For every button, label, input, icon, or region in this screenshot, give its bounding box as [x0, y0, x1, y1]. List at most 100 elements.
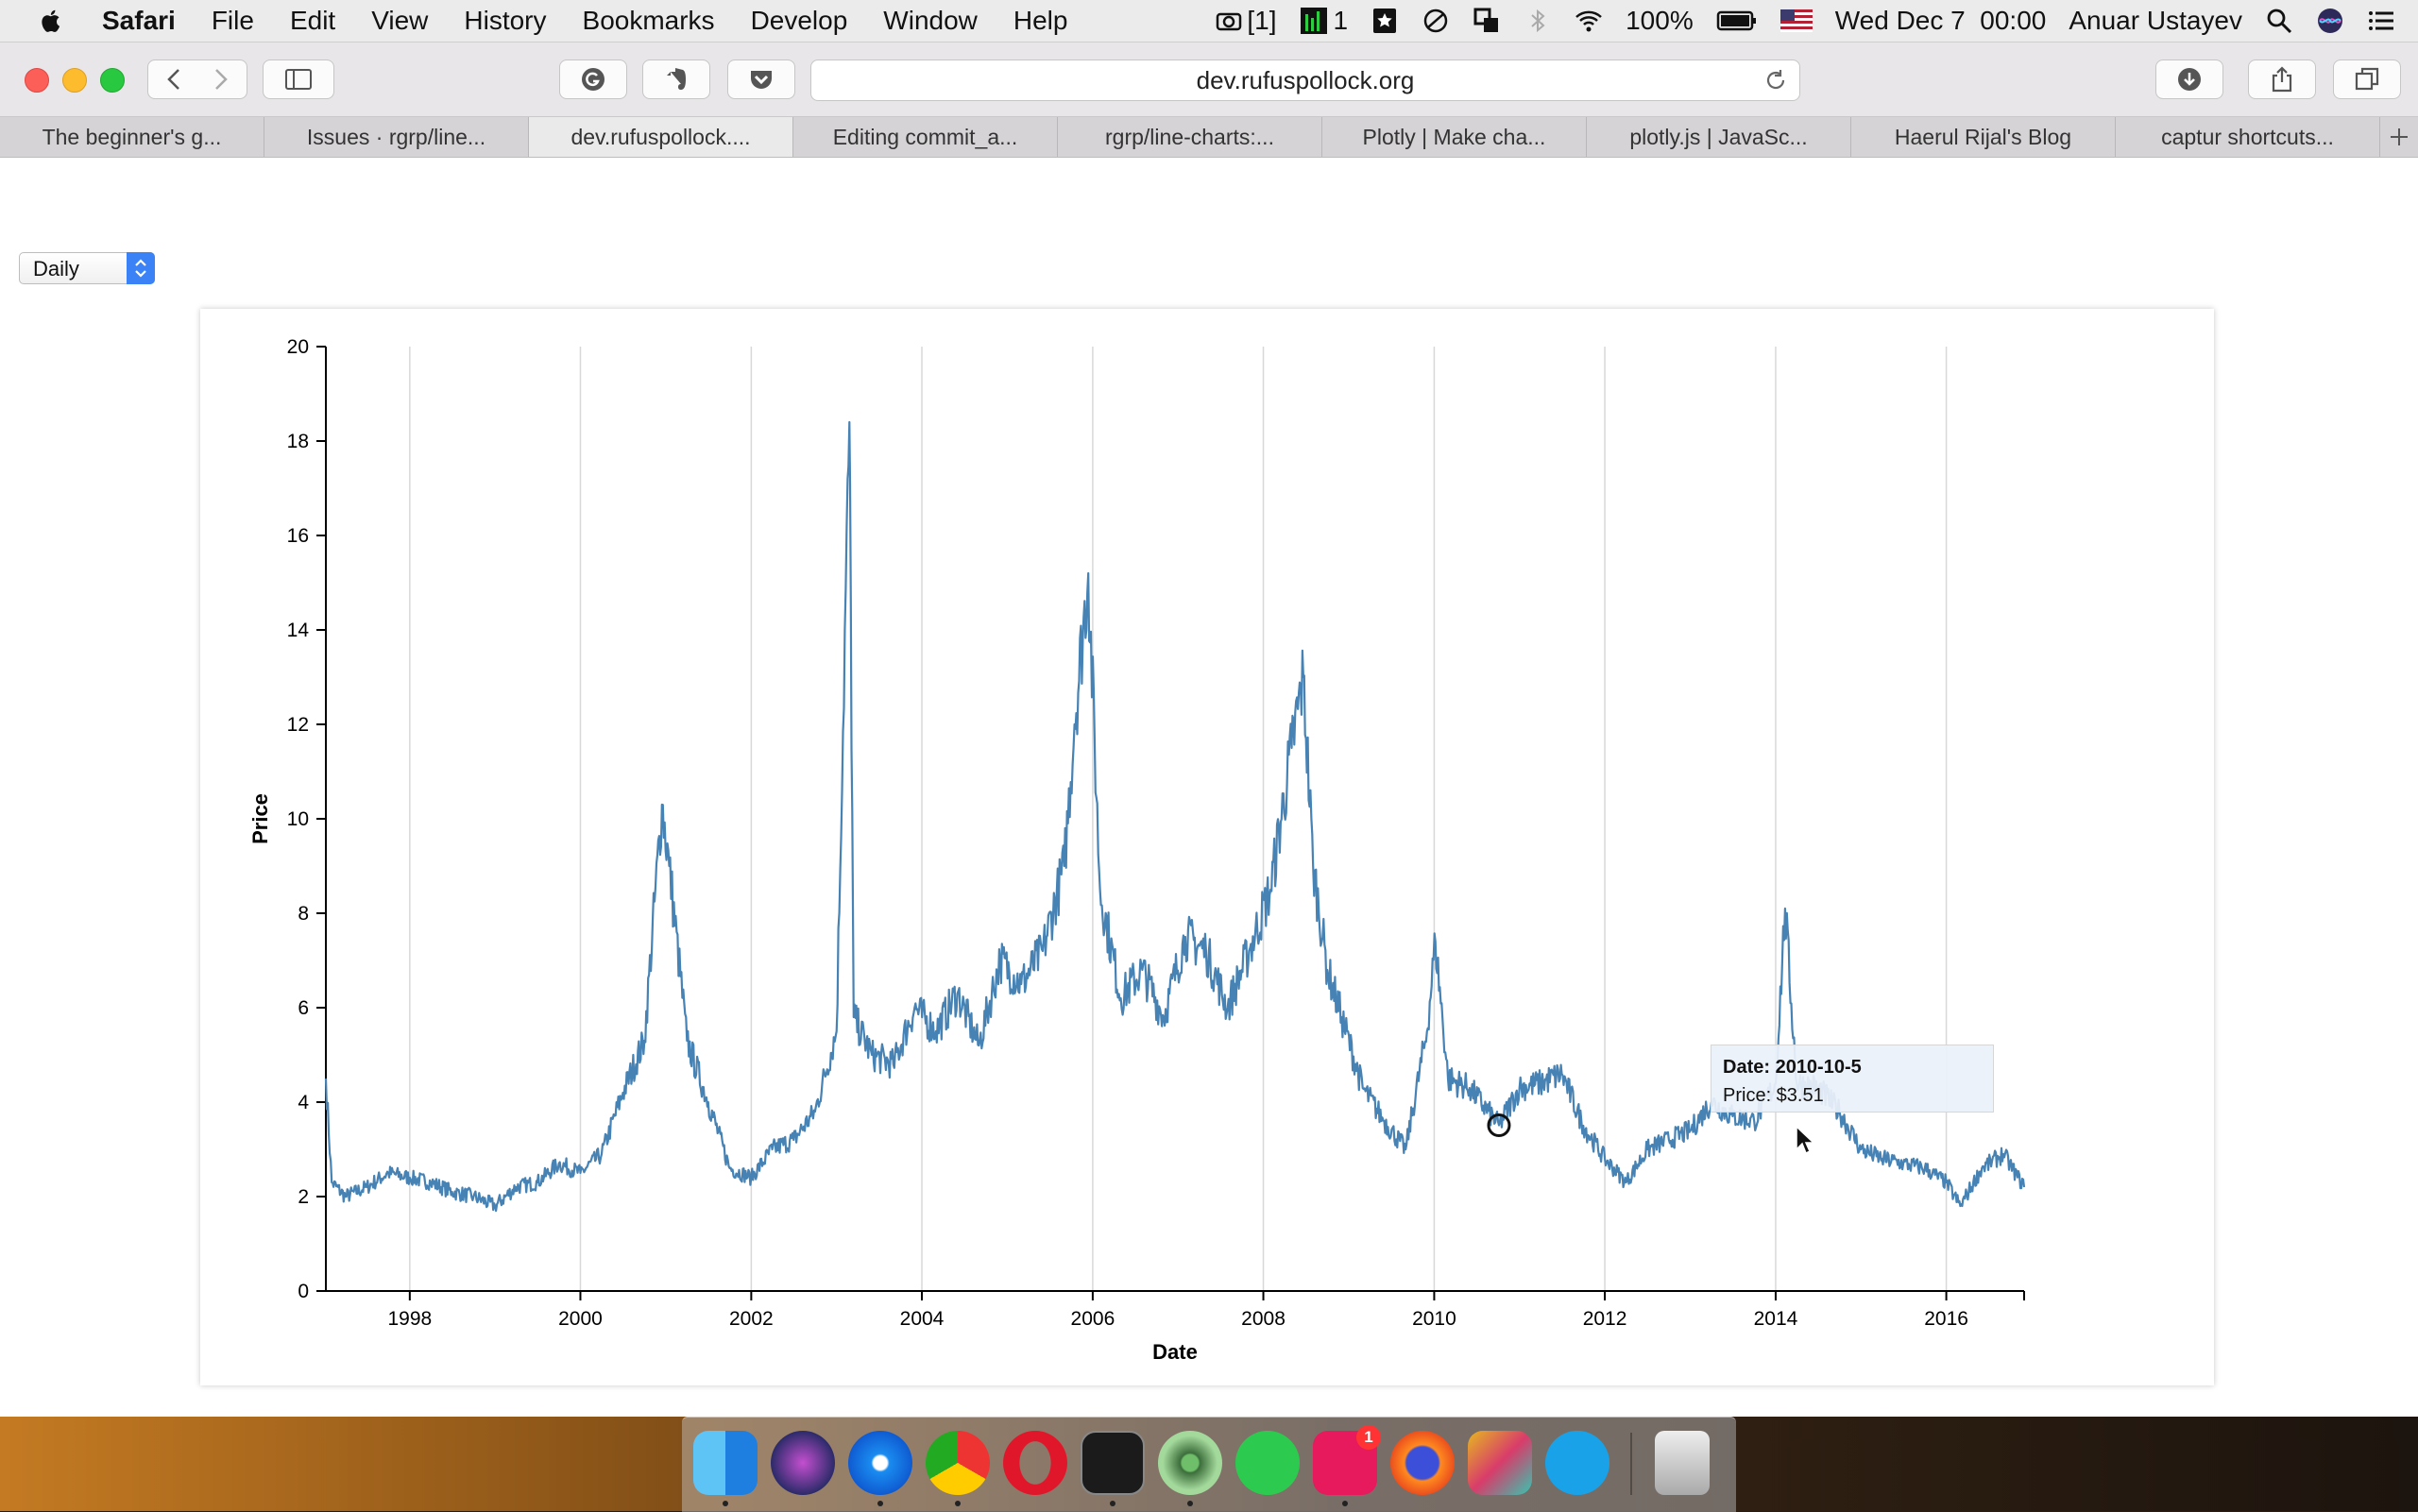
- y-tick-label: 14: [287, 620, 310, 641]
- x-tick-label: 1998: [387, 1308, 432, 1330]
- menu-bookmarks[interactable]: Bookmarks: [582, 6, 715, 35]
- siri-icon[interactable]: [2316, 7, 2344, 35]
- y-tick-label: 20: [287, 336, 309, 358]
- battery-icon[interactable]: [1716, 7, 1758, 35]
- atom-icon[interactable]: [1158, 1431, 1222, 1495]
- menu-window[interactable]: Window: [883, 6, 978, 35]
- cpu-counter: 1: [1333, 6, 1349, 35]
- safari-running-indicator: [877, 1501, 883, 1506]
- window-close-button[interactable]: [25, 68, 49, 93]
- new-tab-button[interactable]: [2380, 117, 2418, 157]
- battery-percent[interactable]: 100%: [1626, 6, 1694, 35]
- tab-editing-commit[interactable]: Editing commit_a...: [793, 117, 1058, 157]
- slides-icon[interactable]: [1468, 1431, 1532, 1495]
- skype-icon[interactable]: [1545, 1431, 1609, 1495]
- frequency-select[interactable]: Daily: [19, 252, 155, 284]
- atom-running-indicator: [1187, 1501, 1193, 1506]
- chevron-up-down-icon: [135, 259, 146, 278]
- forward-button[interactable]: [197, 62, 245, 96]
- spotlight-search-icon[interactable]: [2265, 7, 2293, 35]
- tab-captur-shortcuts[interactable]: captur shortcuts...: [2116, 117, 2380, 157]
- whatsapp-icon[interactable]: [1235, 1431, 1300, 1495]
- menu-help[interactable]: Help: [1013, 6, 1068, 35]
- menu-app-safari[interactable]: Safari: [102, 6, 176, 35]
- y-tick-label: 10: [287, 808, 309, 830]
- plus-icon: [2391, 128, 2408, 145]
- us-flag-icon[interactable]: [1779, 9, 1813, 32]
- tab-beginners-guide[interactable]: The beginner's g...: [0, 117, 264, 157]
- clock[interactable]: Wed Dec 7 00:00: [1834, 6, 2047, 35]
- y-tick-label: 8: [298, 903, 309, 925]
- downloads-button[interactable]: [2155, 59, 2223, 99]
- y-tick-label: 6: [298, 997, 309, 1019]
- tooltip-price: Price: $3.51: [1723, 1085, 1824, 1106]
- grammarly-icon: [582, 68, 604, 91]
- tab-plotly[interactable]: Plotly | Make cha...: [1322, 117, 1587, 157]
- finder-icon[interactable]: [693, 1431, 758, 1495]
- tab-issues-rgrp[interactable]: Issues · rgrp/line...: [264, 117, 529, 157]
- terminal-running-indicator: [1110, 1501, 1115, 1506]
- tab-plotly-js[interactable]: plotly.js | JavaSc...: [1587, 117, 1851, 157]
- download-icon: [2178, 68, 2201, 91]
- chart-axes: 1998 2000 2002 2004 2006 2008 2010 2012 2014 2016…: [287, 336, 2025, 1330]
- chrome-icon[interactable]: [926, 1431, 990, 1495]
- tooltip-date: Date: 2010-10-5: [1723, 1057, 1862, 1078]
- menu-history[interactable]: History: [464, 6, 547, 35]
- sidebar-icon: [285, 69, 312, 90]
- safari-dock-icon[interactable]: [848, 1431, 912, 1495]
- opera-icon[interactable]: [1003, 1431, 1067, 1495]
- back-button[interactable]: [150, 62, 197, 96]
- cpu-status[interactable]: 1: [1300, 6, 1349, 36]
- share-button[interactable]: [2248, 59, 2316, 99]
- finder-running-indicator: [723, 1501, 728, 1506]
- x-tick-label: 2002: [729, 1308, 774, 1330]
- reload-icon[interactable]: [1763, 68, 1788, 93]
- x-axis-title: Date: [1152, 1340, 1198, 1364]
- x-tick-label: 2012: [1583, 1308, 1627, 1330]
- y-axis-title: Price: [248, 793, 272, 844]
- evernote-button[interactable]: [642, 59, 710, 99]
- siri-dock-icon[interactable]: [771, 1431, 835, 1495]
- tab-dev-rufuspollock[interactable]: dev.rufuspollock....: [529, 117, 793, 157]
- user-name[interactable]: Anuar Ustayev: [2069, 6, 2242, 35]
- trash-icon[interactable]: [1655, 1431, 1710, 1495]
- window-minimize-button[interactable]: [62, 68, 87, 93]
- terminal-icon[interactable]: [1081, 1431, 1145, 1495]
- sidebar-button[interactable]: [263, 59, 334, 99]
- apple-icon[interactable]: [38, 7, 66, 35]
- tab-rgrp-line-charts[interactable]: rgrp/line-charts:...: [1058, 117, 1322, 157]
- menu-develop[interactable]: Develop: [750, 6, 848, 35]
- frequency-select-value: Daily: [33, 257, 79, 280]
- dock-separator: [1630, 1433, 1632, 1495]
- tab-haerul-rijal-blog[interactable]: Haerul Rijal's Blog: [1851, 117, 2116, 157]
- star-box-icon[interactable]: [1371, 7, 1399, 35]
- menu-view[interactable]: View: [371, 6, 429, 35]
- screenshot-status[interactable]: [1]: [1215, 6, 1277, 36]
- menu-file[interactable]: File: [211, 6, 254, 35]
- url-text: dev.rufuspollock.org: [1196, 66, 1415, 94]
- price-line-chart[interactable]: 1998 2000 2002 2004 2006 2008 2010 2012 2014 2016…: [200, 309, 2214, 1385]
- firefox-icon[interactable]: [1390, 1431, 1455, 1495]
- window-manager-icon[interactable]: [1473, 7, 1501, 35]
- wifi-icon[interactable]: [1575, 7, 1603, 35]
- grammarly-button[interactable]: [559, 59, 627, 99]
- back-forward-group: [147, 59, 247, 99]
- safari-toolbar: dev.rufuspollock.org: [0, 42, 2418, 117]
- pocket-button[interactable]: [727, 59, 795, 99]
- address-bar[interactable]: dev.rufuspollock.org: [810, 59, 1800, 101]
- focus-circle-icon[interactable]: [1422, 7, 1450, 35]
- bluetooth-icon[interactable]: [1524, 7, 1552, 35]
- menu-edit[interactable]: Edit: [289, 6, 336, 35]
- camera-icon: [1217, 12, 1242, 31]
- pocket-icon: [751, 71, 772, 89]
- cpu-meter-icon: [1300, 8, 1327, 34]
- notification-center-icon[interactable]: [2367, 7, 2395, 35]
- x-tick-label: 2010: [1412, 1308, 1456, 1330]
- tabs-overview-button[interactable]: [2333, 59, 2401, 99]
- y-tick-label: 12: [287, 714, 309, 736]
- window-zoom-button[interactable]: [100, 68, 125, 93]
- mouse-cursor-icon: [1796, 1125, 1815, 1155]
- x-tick-label: 2004: [900, 1308, 945, 1330]
- x-tick-label: 2006: [1071, 1308, 1115, 1330]
- grid-lines: [409, 347, 1948, 1291]
